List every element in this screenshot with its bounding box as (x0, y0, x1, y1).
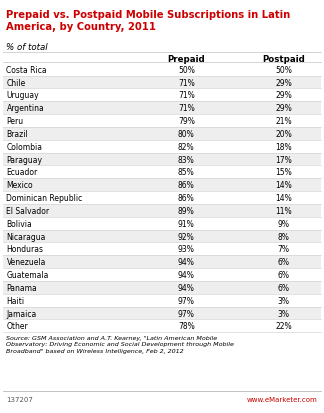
Text: 21%: 21% (275, 117, 292, 126)
Text: Bolivia: Bolivia (6, 219, 32, 228)
Text: 29%: 29% (275, 104, 292, 113)
Text: % of total: % of total (6, 43, 48, 52)
Text: Other: Other (6, 322, 28, 330)
Text: El Salvador: El Salvador (6, 206, 50, 215)
Text: 79%: 79% (178, 117, 195, 126)
FancyBboxPatch shape (3, 230, 321, 243)
Text: www.eMarketer.com: www.eMarketer.com (247, 396, 318, 402)
Text: 97%: 97% (178, 296, 195, 305)
Text: 89%: 89% (178, 206, 195, 215)
Text: Peru: Peru (6, 117, 24, 126)
FancyBboxPatch shape (3, 128, 321, 140)
Text: 3%: 3% (277, 309, 290, 318)
Text: 86%: 86% (178, 194, 195, 202)
Text: 50%: 50% (275, 66, 292, 74)
Text: Panama: Panama (6, 283, 37, 292)
FancyBboxPatch shape (3, 256, 321, 268)
Text: 9%: 9% (277, 219, 290, 228)
FancyBboxPatch shape (3, 76, 321, 89)
Text: 85%: 85% (178, 168, 195, 177)
Text: Postpaid: Postpaid (262, 55, 305, 64)
Text: Brazil: Brazil (6, 130, 28, 138)
Text: Nicaragua: Nicaragua (6, 232, 46, 241)
Text: 82%: 82% (178, 142, 195, 151)
FancyBboxPatch shape (3, 307, 321, 320)
Text: 14%: 14% (275, 194, 292, 202)
FancyBboxPatch shape (3, 153, 321, 166)
Text: 18%: 18% (275, 142, 292, 151)
Text: Dominican Republic: Dominican Republic (6, 194, 83, 202)
Text: 83%: 83% (178, 155, 195, 164)
Text: Prepaid: Prepaid (168, 55, 205, 64)
Text: 92%: 92% (178, 232, 195, 241)
Text: 97%: 97% (178, 309, 195, 318)
Text: 29%: 29% (275, 91, 292, 100)
Text: 3%: 3% (277, 296, 290, 305)
Text: Paraguay: Paraguay (6, 155, 42, 164)
Text: Ecuador: Ecuador (6, 168, 38, 177)
Text: 86%: 86% (178, 181, 195, 190)
FancyBboxPatch shape (3, 281, 321, 294)
Text: 91%: 91% (178, 219, 195, 228)
FancyBboxPatch shape (3, 102, 321, 115)
Text: Uruguay: Uruguay (6, 91, 39, 100)
Text: Source: GSM Association and A.T. Kearney, "Latin American Mobile
Observatory: Dr: Source: GSM Association and A.T. Kearney… (6, 335, 234, 353)
Text: Colombia: Colombia (6, 142, 42, 151)
Text: 94%: 94% (178, 258, 195, 266)
Text: 50%: 50% (178, 66, 195, 74)
Text: 6%: 6% (277, 271, 290, 279)
Text: 6%: 6% (277, 283, 290, 292)
Text: Costa Rica: Costa Rica (6, 66, 47, 74)
Text: 7%: 7% (277, 245, 290, 254)
Text: Venezuela: Venezuela (6, 258, 46, 266)
Text: 8%: 8% (278, 232, 289, 241)
Text: 78%: 78% (178, 322, 195, 330)
FancyBboxPatch shape (3, 204, 321, 217)
Text: Haiti: Haiti (6, 296, 25, 305)
Text: 11%: 11% (275, 206, 292, 215)
Text: 71%: 71% (178, 91, 195, 100)
Text: 22%: 22% (275, 322, 292, 330)
Text: 137207: 137207 (6, 396, 33, 402)
Text: 14%: 14% (275, 181, 292, 190)
Text: 20%: 20% (275, 130, 292, 138)
Text: Argentina: Argentina (6, 104, 44, 113)
Text: 94%: 94% (178, 271, 195, 279)
Text: 29%: 29% (275, 78, 292, 87)
Text: 17%: 17% (275, 155, 292, 164)
Text: 93%: 93% (178, 245, 195, 254)
Text: 71%: 71% (178, 104, 195, 113)
Text: Prepaid vs. Postpaid Mobile Subscriptions in Latin
America, by Country, 2011: Prepaid vs. Postpaid Mobile Subscription… (6, 10, 291, 32)
Text: Jamaica: Jamaica (6, 309, 37, 318)
FancyBboxPatch shape (3, 179, 321, 192)
Text: Chile: Chile (6, 78, 26, 87)
Text: 80%: 80% (178, 130, 195, 138)
Text: 15%: 15% (275, 168, 292, 177)
Text: Guatemala: Guatemala (6, 271, 49, 279)
Text: Honduras: Honduras (6, 245, 43, 254)
Text: 71%: 71% (178, 78, 195, 87)
Text: 94%: 94% (178, 283, 195, 292)
Text: 6%: 6% (277, 258, 290, 266)
Text: Mexico: Mexico (6, 181, 33, 190)
